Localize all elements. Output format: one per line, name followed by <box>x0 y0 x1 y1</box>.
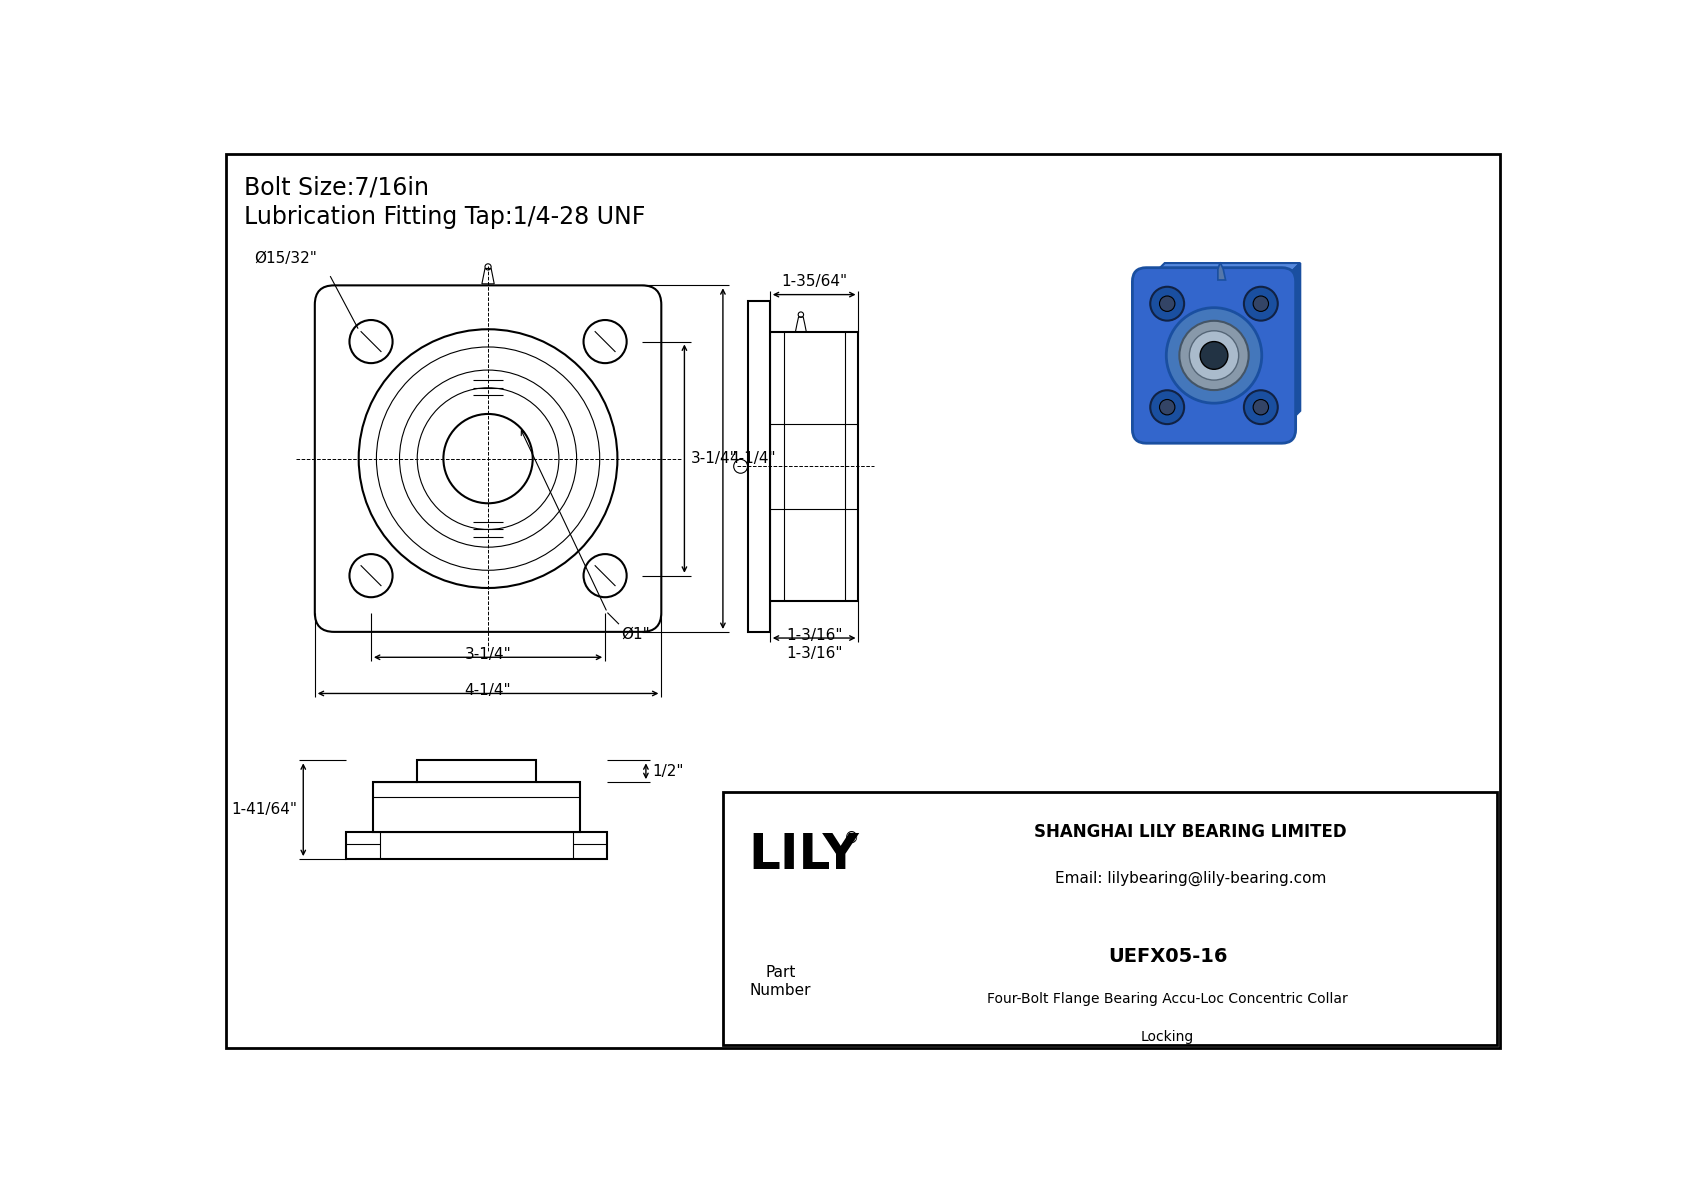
Text: Ø15/32": Ø15/32" <box>254 251 317 266</box>
Polygon shape <box>1282 263 1300 430</box>
Text: 4-1/4": 4-1/4" <box>729 451 776 466</box>
Text: Lubrication Fitting Tap:1/4-28 UNF: Lubrication Fitting Tap:1/4-28 UNF <box>244 205 645 229</box>
Text: 4-1/4": 4-1/4" <box>465 684 512 698</box>
Text: Bolt Size:7/16in: Bolt Size:7/16in <box>244 175 429 199</box>
Text: ®: ® <box>844 831 859 846</box>
Bar <box>770 331 859 601</box>
Text: 1/2": 1/2" <box>652 763 684 779</box>
Bar <box>418 761 536 782</box>
Text: 1-3/16": 1-3/16" <box>786 629 842 643</box>
FancyBboxPatch shape <box>1132 268 1295 443</box>
Circle shape <box>1179 320 1248 391</box>
Text: Locking: Locking <box>1142 1030 1194 1045</box>
Polygon shape <box>1147 263 1300 281</box>
Bar <box>345 833 608 859</box>
Circle shape <box>1244 287 1278 320</box>
Text: 1-41/64": 1-41/64" <box>231 803 296 817</box>
FancyBboxPatch shape <box>315 286 662 632</box>
Text: Part
Number: Part Number <box>749 965 812 998</box>
Circle shape <box>1160 297 1175 311</box>
Circle shape <box>1253 399 1268 414</box>
Text: Ø1": Ø1" <box>621 626 650 642</box>
Text: SHANGHAI LILY BEARING LIMITED: SHANGHAI LILY BEARING LIMITED <box>1034 823 1347 841</box>
Text: 1-3/16": 1-3/16" <box>786 646 842 661</box>
Bar <box>1024 186 1477 512</box>
Bar <box>722 792 1497 1045</box>
Text: LILY: LILY <box>748 831 859 879</box>
Circle shape <box>1150 287 1184 320</box>
Text: UEFX05-16: UEFX05-16 <box>1108 947 1228 966</box>
Bar <box>372 782 581 833</box>
Circle shape <box>1253 297 1268 311</box>
Text: 3-1/4": 3-1/4" <box>465 647 512 662</box>
Bar <box>748 301 770 632</box>
Text: Four-Bolt Flange Bearing Accu-Loc Concentric Collar: Four-Bolt Flange Bearing Accu-Loc Concen… <box>987 992 1347 1006</box>
Polygon shape <box>1218 262 1226 280</box>
Circle shape <box>1150 391 1184 424</box>
Text: 1-35/64": 1-35/64" <box>781 274 847 289</box>
Circle shape <box>1201 342 1228 369</box>
Circle shape <box>1160 399 1175 414</box>
Text: 3-1/4": 3-1/4" <box>690 451 738 466</box>
Text: Email: lilybearing@lily-bearing.com: Email: lilybearing@lily-bearing.com <box>1054 871 1327 885</box>
Circle shape <box>1167 307 1261 404</box>
Circle shape <box>1189 331 1239 380</box>
Circle shape <box>1244 391 1278 424</box>
